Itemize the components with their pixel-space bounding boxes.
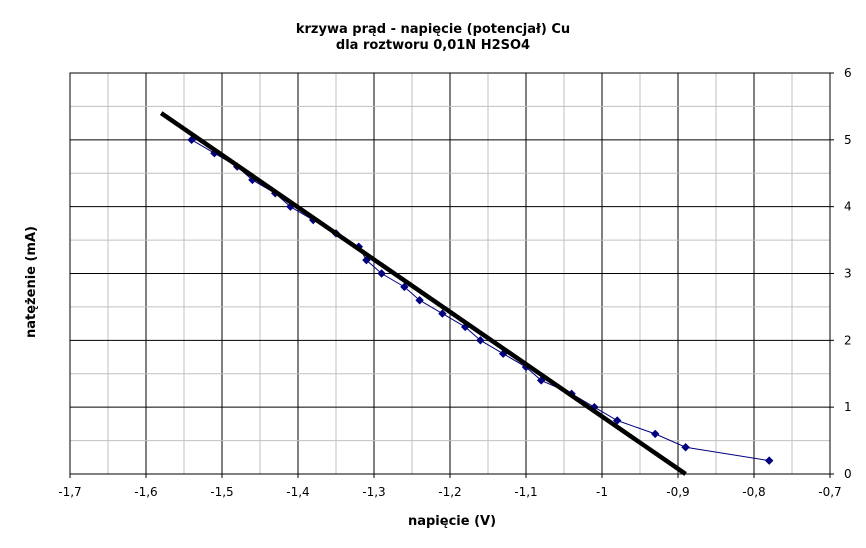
x-axis-label: napięcie (V) <box>408 514 496 529</box>
data-point-marker <box>650 429 660 439</box>
y-tick-label: 1 <box>844 400 852 414</box>
data-point-marker <box>400 282 409 292</box>
y-tick-label: 4 <box>844 200 852 214</box>
series-layer <box>159 111 774 476</box>
x-tick-label: -1,4 <box>286 485 309 499</box>
y-tick-label: 3 <box>844 267 852 281</box>
x-tick-label: -1,7 <box>58 485 81 499</box>
y-axis-ticks: 0 1 2 3 4 5 6 <box>830 66 852 481</box>
data-point-marker <box>438 309 447 318</box>
data-point-marker <box>764 456 774 465</box>
x-tick-label: -0,8 <box>742 485 765 499</box>
x-tick-label: -1,6 <box>134 485 157 499</box>
chart-title-line-2: dla roztworu 0,01N H2SO4 <box>336 38 530 53</box>
series-line <box>191 139 770 462</box>
data-point-marker <box>612 416 622 425</box>
y-tick-label: 6 <box>844 66 852 80</box>
y-axis-label: natężenie (mA) <box>24 226 39 338</box>
data-point-marker <box>377 269 386 278</box>
data-point-marker <box>415 296 424 305</box>
data-point-marker <box>536 376 546 385</box>
x-tick-label: -0,7 <box>818 485 841 499</box>
x-tick-label: -0,9 <box>666 485 689 499</box>
x-tick-label: -1,1 <box>514 485 537 499</box>
data-point-marker <box>187 135 196 145</box>
x-tick-label: -1,2 <box>438 485 461 499</box>
y-tick-label: 5 <box>844 133 852 147</box>
data-point-marker <box>476 336 485 345</box>
x-axis-ticks: -1,7 -1,6 -1,5 -1,4 -1,3 -1,2 -1,1 -1 -0,9 -0,8 -0… <box>58 474 842 499</box>
y-tick-label: 2 <box>844 333 852 347</box>
x-tick-label: -1 <box>596 485 608 499</box>
grid <box>70 73 830 474</box>
data-point-marker <box>681 443 690 452</box>
trendline <box>159 111 687 476</box>
y-tick-label: 0 <box>844 467 852 481</box>
chart-title-line-1: krzywa prąd - napięcie (potencjał) Cu <box>296 22 570 37</box>
x-tick-label: -1,3 <box>362 485 385 499</box>
x-tick-label: -1,5 <box>210 485 233 499</box>
data-point-marker <box>362 255 371 265</box>
